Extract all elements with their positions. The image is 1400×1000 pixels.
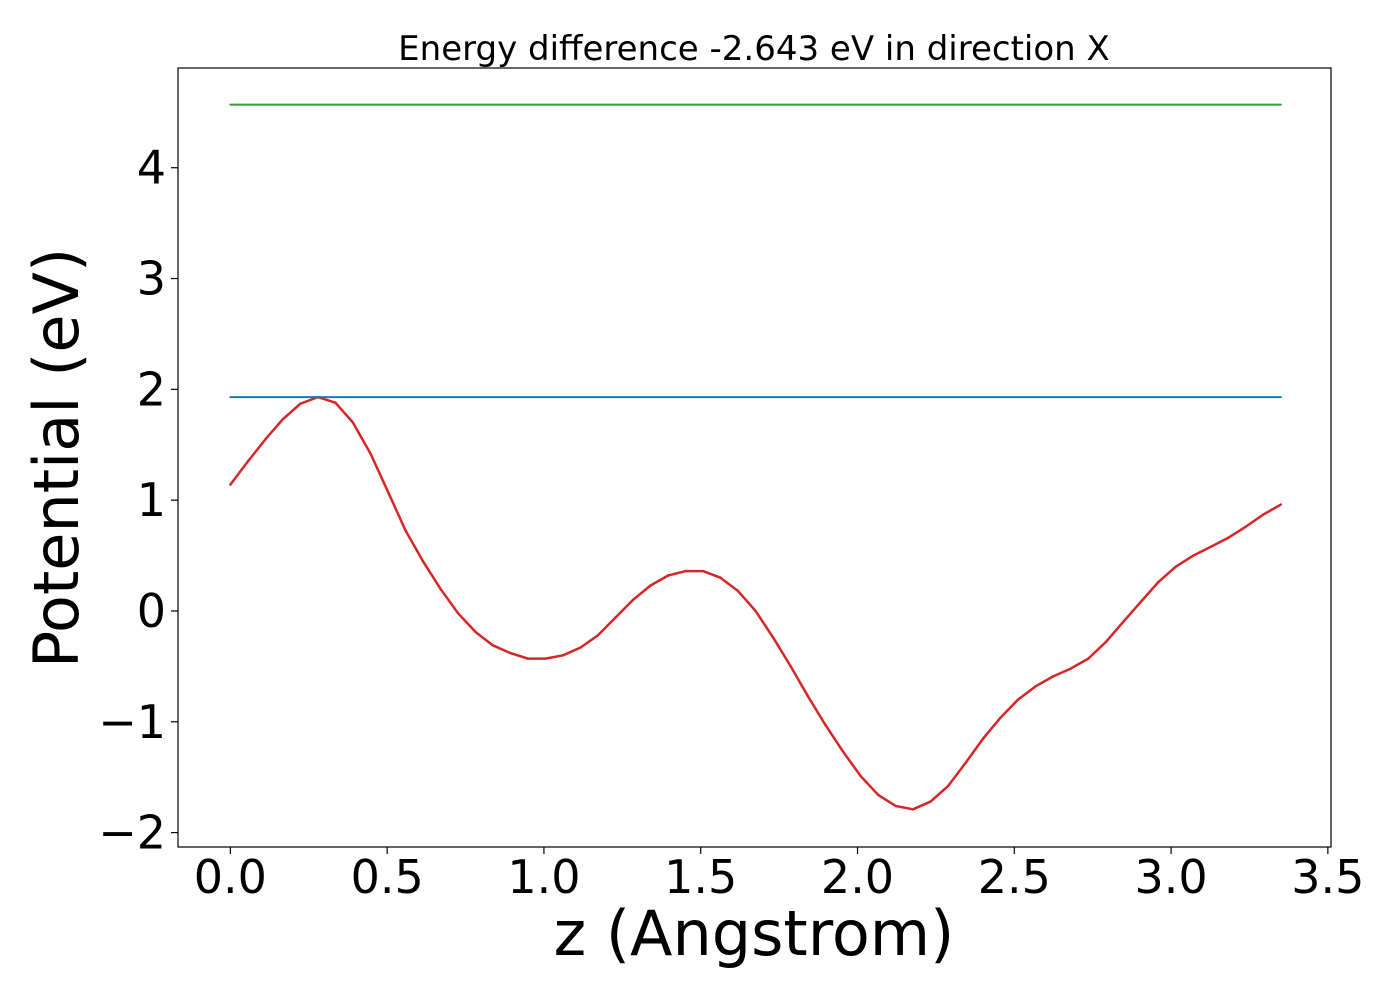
series-0-segment bbox=[701, 569, 722, 579]
series-0-segment bbox=[369, 452, 390, 493]
series-0-segment bbox=[876, 793, 898, 808]
series-0-segment bbox=[1016, 685, 1037, 701]
series-0-segment bbox=[491, 644, 512, 655]
series-0-segment bbox=[929, 784, 950, 803]
plot-frame bbox=[177, 67, 1332, 848]
series-0-segment bbox=[1121, 600, 1142, 624]
series-0-segment bbox=[789, 665, 810, 698]
series-0-segment bbox=[771, 636, 792, 668]
series-0-segment bbox=[1104, 620, 1125, 644]
series-0-segment bbox=[1174, 554, 1195, 568]
x-tick-label: 0.0 bbox=[194, 850, 267, 904]
x-tick-label: 2.0 bbox=[821, 850, 894, 904]
series-0-segment bbox=[456, 611, 477, 634]
series-0-segment bbox=[351, 421, 372, 455]
series-0-segment bbox=[666, 569, 687, 577]
x-tick-label: 1.5 bbox=[664, 850, 737, 904]
series-0-segment bbox=[1192, 545, 1213, 557]
x-tick-label: 0.5 bbox=[351, 850, 424, 904]
series-0-segment bbox=[264, 418, 284, 441]
series-0-segment bbox=[579, 634, 600, 649]
x-tick-label: 3.0 bbox=[1135, 850, 1208, 904]
series-0-segment bbox=[911, 800, 932, 811]
series-0-segment bbox=[474, 630, 495, 647]
x-axis-ticks: 0.0 0.5 1.0 1.5 2.0 2.5 3.0 3.5 bbox=[194, 847, 1364, 904]
y-axis-label: Potential (eV) bbox=[20, 248, 93, 668]
series-0-segment bbox=[999, 698, 1020, 719]
chart-title: Energy difference -2.643 eV in direction… bbox=[398, 29, 1110, 69]
series-0-segment bbox=[421, 559, 442, 591]
series-0-segment bbox=[1139, 580, 1160, 604]
series-0-segment bbox=[841, 750, 862, 778]
series-0-segment bbox=[561, 646, 582, 657]
series-0-segment bbox=[596, 616, 617, 637]
series-0-segment bbox=[386, 490, 407, 532]
series-0-segment bbox=[1156, 565, 1178, 584]
series-0-segment bbox=[246, 437, 267, 463]
y-tick-label: 4 bbox=[137, 141, 166, 195]
series-0-segment bbox=[1034, 675, 1055, 688]
y-tick-label: 0 bbox=[137, 584, 166, 638]
series-0-segment bbox=[754, 609, 775, 639]
series-0-segment bbox=[404, 528, 425, 563]
series-0-segment bbox=[1069, 657, 1090, 670]
y-tick-label: −2 bbox=[98, 806, 166, 860]
series-0-segment bbox=[736, 589, 757, 613]
series-0-segment bbox=[1262, 503, 1283, 516]
series-0-segment bbox=[806, 695, 827, 727]
y-tick-label: 1 bbox=[137, 473, 166, 527]
series-0-segment bbox=[859, 774, 880, 797]
x-axis-label: z (Angstrom) bbox=[554, 897, 955, 970]
y-tick-label: 3 bbox=[137, 252, 166, 306]
series-0-segment bbox=[509, 651, 530, 660]
series-0-segment bbox=[544, 654, 565, 660]
x-tick-label: 3.5 bbox=[1291, 850, 1364, 904]
series-0-segment bbox=[334, 401, 355, 424]
series-0-segment bbox=[649, 574, 670, 587]
series-0-segment bbox=[614, 598, 635, 619]
series-0-segment bbox=[824, 723, 845, 753]
series-0-segment bbox=[946, 761, 967, 788]
y-axis-ticks: −2 −1 0 1 2 3 4 bbox=[98, 141, 178, 860]
series-0-segment bbox=[1051, 667, 1072, 678]
series-0-segment bbox=[719, 576, 740, 593]
series-0-segment bbox=[229, 460, 250, 486]
y-tick-label: −1 bbox=[98, 695, 166, 749]
series-0-segment bbox=[439, 587, 460, 615]
series-layer bbox=[229, 103, 1283, 811]
series-0-segment bbox=[1244, 513, 1265, 529]
series-0-segment bbox=[631, 584, 652, 602]
series-0-segment bbox=[964, 737, 985, 765]
series-0 bbox=[229, 395, 1283, 811]
x-tick-label: 2.5 bbox=[978, 850, 1051, 904]
series-0-segment bbox=[281, 402, 302, 421]
series-0-segment bbox=[1087, 640, 1108, 660]
y-tick-label: 2 bbox=[137, 362, 166, 416]
series-0-segment bbox=[894, 804, 915, 811]
series-0-segment bbox=[299, 395, 320, 406]
x-tick-label: 1.0 bbox=[507, 850, 580, 904]
series-0-segment bbox=[1209, 536, 1230, 548]
series-0-segment bbox=[1226, 525, 1247, 540]
series-0-segment bbox=[981, 716, 1003, 740]
